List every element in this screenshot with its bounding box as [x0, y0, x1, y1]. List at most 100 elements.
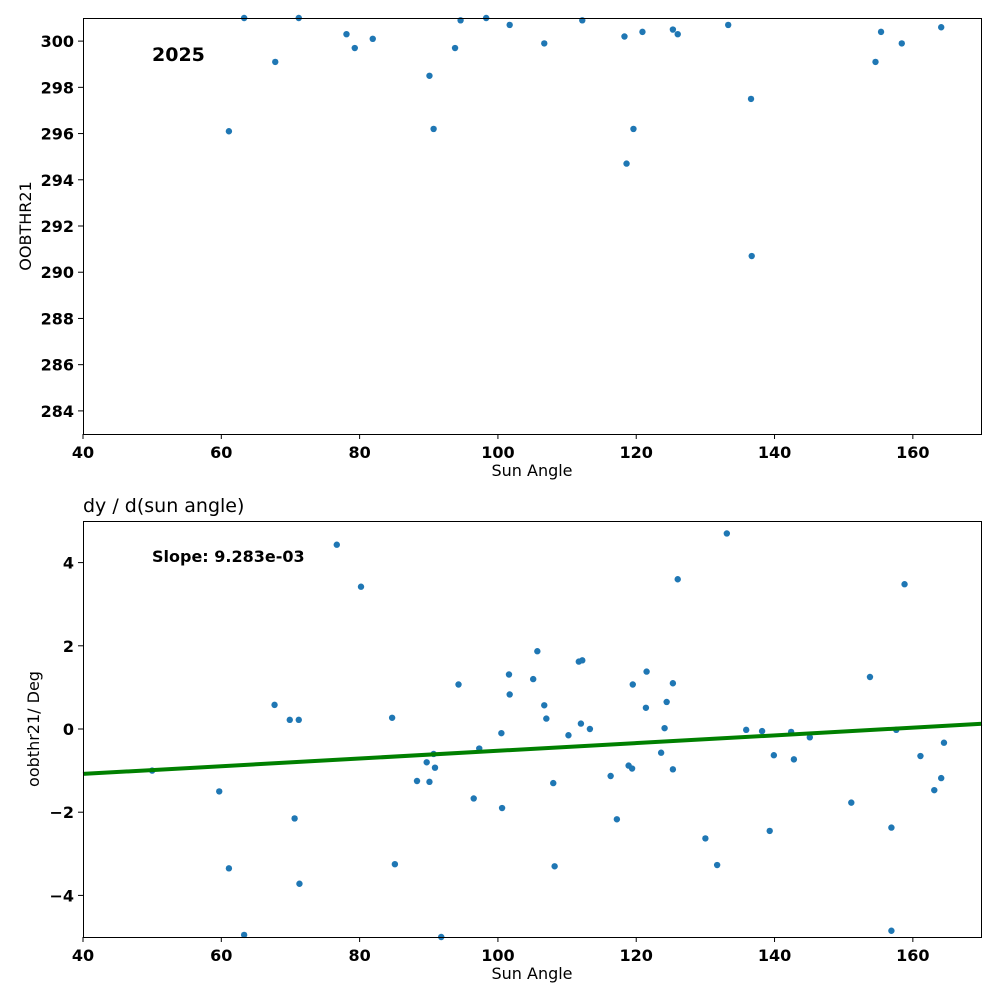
bottom-data-point	[291, 815, 298, 822]
bottom-data-point	[742, 726, 750, 734]
top-data-point	[369, 35, 376, 42]
bottom-data-point	[657, 749, 665, 756]
bottom-data-point	[629, 681, 636, 688]
bottom-data-point	[240, 931, 248, 939]
top-data-point	[343, 30, 350, 38]
top-x-tick-label: 120	[620, 443, 653, 462]
bottom-x-tick-label: 100	[481, 946, 514, 965]
top-data-point	[639, 28, 646, 36]
top-data-point	[225, 128, 233, 135]
bottom-data-point	[333, 541, 340, 548]
top-y-tick-label: 288	[41, 309, 74, 328]
bottom-data-point	[529, 675, 537, 683]
bottom-data-point	[790, 756, 798, 763]
bottom-slope-panel: dy / d(sun angle) 40 60 80 100 120 140 160−4−2…	[24, 495, 983, 983]
bottom-data-point	[455, 681, 462, 688]
bottom-data-point	[723, 530, 731, 537]
bottom-data-point	[426, 778, 433, 786]
top-y-tick-label: 300	[41, 32, 74, 51]
top-data-point	[898, 40, 905, 47]
top-x-tick-label: 100	[481, 443, 514, 462]
bottom-x-tick-label: 40	[72, 946, 94, 965]
bottom-data-point	[607, 772, 614, 780]
bottom-data-point	[917, 752, 924, 760]
bottom-data-point	[579, 657, 586, 664]
bottom-x-tick-label: 80	[348, 946, 370, 965]
bottom-data-point	[661, 724, 668, 732]
bottom-data-point	[506, 691, 513, 698]
bottom-data-point	[388, 714, 396, 721]
top-data-point	[938, 24, 945, 31]
bottom-data-point	[216, 788, 223, 795]
bottom-data-point	[702, 835, 709, 842]
top-data-point	[877, 28, 885, 36]
bottom-data-point	[296, 880, 303, 887]
top-data-point	[541, 40, 548, 47]
bottom-data-point	[766, 827, 773, 835]
top-data-point	[506, 21, 513, 29]
top-scatter-panel: 40 60 80 100 120 140 160 284 286 288 290 292 294 296 2…	[16, 14, 982, 480]
bottom-y-axis-label: oobthr21/ Deg	[24, 671, 43, 787]
bottom-data-point	[642, 704, 650, 711]
bottom-data-point	[225, 865, 233, 872]
bottom-plot-frame	[83, 521, 982, 938]
top-data-point	[747, 95, 755, 103]
top-y-tick-label: 292	[41, 217, 74, 236]
top-axis-ticks: 40 60 80 100 120 140 160 284 286 288 290 292 294 296 2…	[41, 32, 930, 462]
bottom-axis-ticks: 40 60 80 100 120 140 160 −4 −2 0 2 4	[49, 554, 929, 965]
bottom-data-point	[541, 702, 548, 709]
bottom-data-point	[669, 766, 677, 773]
bottom-data-point	[565, 732, 572, 739]
bottom-y-tick-label: 2	[63, 637, 74, 656]
top-data-point	[725, 21, 732, 29]
bottom-data-point	[663, 698, 670, 706]
bottom-data-point	[643, 668, 650, 675]
bottom-data-point	[543, 715, 550, 722]
top-data-point	[351, 44, 358, 52]
top-y-tick-label: 290	[41, 263, 74, 282]
top-x-tick-label: 140	[758, 443, 791, 462]
bottom-data-point	[901, 581, 908, 588]
bottom-data-point	[577, 720, 585, 727]
top-x-tick-label: 160	[896, 443, 929, 462]
bottom-data-point	[848, 799, 855, 806]
bottom-data-point	[613, 816, 621, 823]
bottom-data-point	[271, 701, 278, 709]
bottom-x-tick-label: 140	[758, 946, 791, 965]
top-data-point	[621, 33, 628, 40]
bottom-data-point	[357, 583, 365, 590]
bottom-y-tick-label: −2	[49, 803, 74, 822]
top-y-tick-label: 286	[41, 356, 74, 375]
bottom-points	[148, 530, 948, 941]
top-y-tick-label: 298	[41, 78, 74, 97]
top-data-point	[623, 160, 630, 167]
bottom-data-point	[505, 671, 513, 678]
bottom-chart-title: dy / d(sun angle)	[83, 495, 244, 517]
top-data-point	[748, 252, 755, 260]
top-y-tick-label: 284	[41, 402, 74, 421]
bottom-data-point	[534, 648, 541, 655]
bottom-data-point	[770, 752, 778, 759]
bottom-data-point	[470, 795, 477, 802]
top-points	[225, 14, 945, 260]
top-y-axis-label: OOBTHR21	[16, 181, 35, 270]
bottom-y-tick-label: −4	[49, 886, 74, 905]
top-data-point	[674, 30, 681, 38]
bottom-x-axis-label: Sun Angle	[491, 964, 572, 983]
bottom-data-point	[888, 824, 895, 831]
top-x-tick-label: 40	[72, 443, 94, 462]
top-y-tick-label: 294	[41, 171, 74, 190]
top-plot-frame	[83, 18, 982, 435]
bottom-data-point	[888, 927, 895, 934]
bottom-data-point	[806, 734, 814, 741]
bottom-data-point	[940, 739, 948, 746]
top-x-axis-label: Sun Angle	[491, 461, 572, 480]
bottom-data-point	[550, 779, 557, 787]
top-data-point	[272, 58, 279, 66]
top-data-point	[872, 58, 879, 66]
bottom-data-point	[295, 716, 302, 724]
bottom-data-point	[713, 861, 721, 869]
bottom-y-tick-label: 4	[63, 554, 74, 573]
bottom-data-point	[391, 861, 399, 868]
